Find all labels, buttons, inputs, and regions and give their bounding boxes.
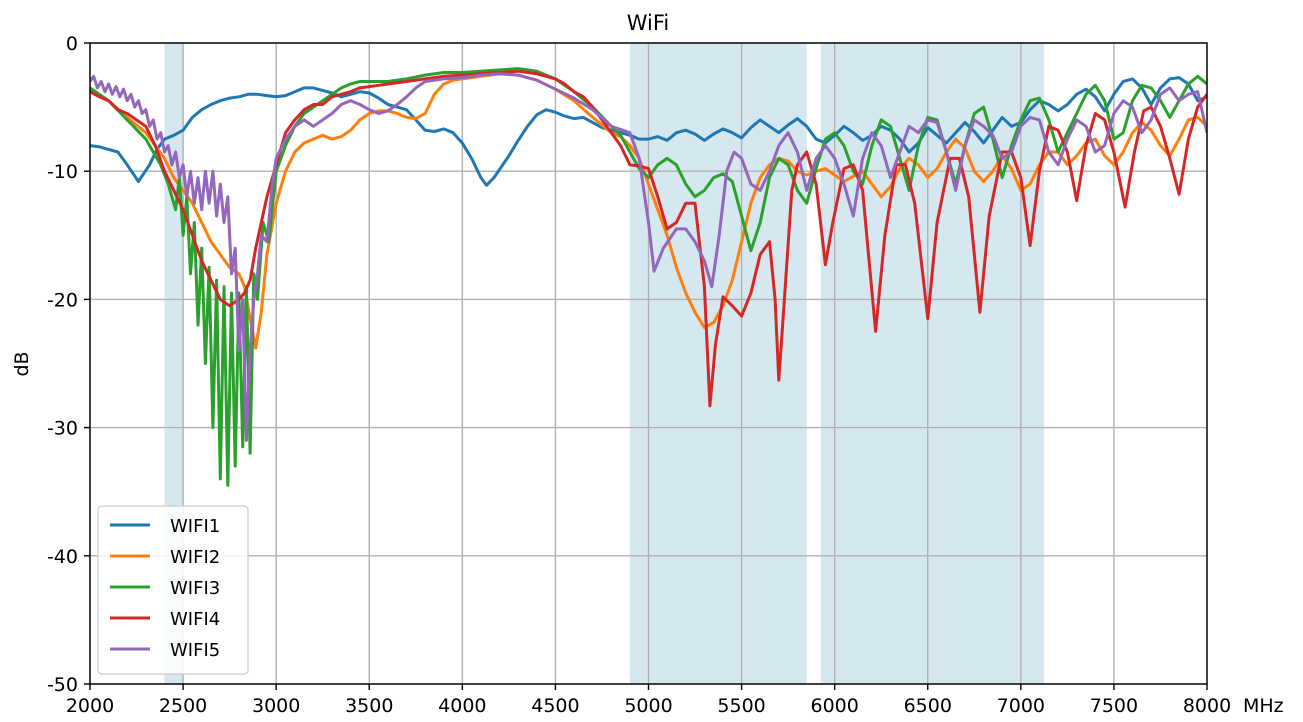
x-tick-label: 4500 — [531, 695, 579, 717]
x-tick-label: 2000 — [66, 695, 114, 717]
x-axis-ticks: 2000 2500 3000 3500 4000 4500 5000 5500 6000 6500… — [66, 684, 1231, 717]
y-tick-label: -50 — [47, 674, 78, 696]
x-axis-unit-label: MHz — [1243, 695, 1284, 717]
x-tick-label: 6500 — [904, 695, 952, 717]
x-tick-label: 4000 — [438, 695, 486, 717]
y-tick-label: -30 — [47, 418, 78, 440]
x-tick-label: 6000 — [810, 695, 858, 717]
legend-label: WIFI3 — [170, 578, 220, 599]
legend-label: WIFI2 — [170, 547, 220, 568]
series-wifi4 — [90, 69, 1207, 408]
series-wifi2 — [90, 72, 1207, 350]
legend: WIFI1 WIFI2 WIFI3 WIFI4 WIFI5 — [97, 505, 249, 675]
y-tick-label: -20 — [47, 289, 78, 311]
legend-label: WIFI4 — [170, 609, 220, 630]
x-tick-label: 2500 — [159, 695, 207, 717]
x-tick-label: 7000 — [997, 695, 1045, 717]
x-tick-label: 7500 — [1090, 695, 1138, 717]
frequency-bands — [164, 43, 1045, 684]
series-wifi3 — [90, 67, 1207, 487]
y-tick-label: -40 — [47, 546, 78, 568]
legend-label: WIFI5 — [170, 640, 220, 661]
legend-box — [97, 505, 249, 675]
y-tick-label: -10 — [47, 161, 78, 183]
y-axis-label: dB — [11, 351, 33, 376]
legend-label: WIFI1 — [170, 516, 220, 537]
x-tick-label: 8000 — [1183, 695, 1231, 717]
x-tick-label: 5500 — [717, 695, 765, 717]
y-axis-ticks: 0 -10 -20 -30 -40 -50 — [47, 33, 90, 696]
x-tick-label: 5000 — [624, 695, 672, 717]
x-tick-label: 3500 — [345, 695, 393, 717]
series-wifi5 — [90, 72, 1207, 442]
chart-title: WiFi — [627, 11, 670, 35]
band-3 — [820, 43, 1045, 684]
series-lines — [90, 67, 1207, 487]
y-tick-label: 0 — [66, 33, 78, 55]
x-tick-label: 3000 — [252, 695, 300, 717]
